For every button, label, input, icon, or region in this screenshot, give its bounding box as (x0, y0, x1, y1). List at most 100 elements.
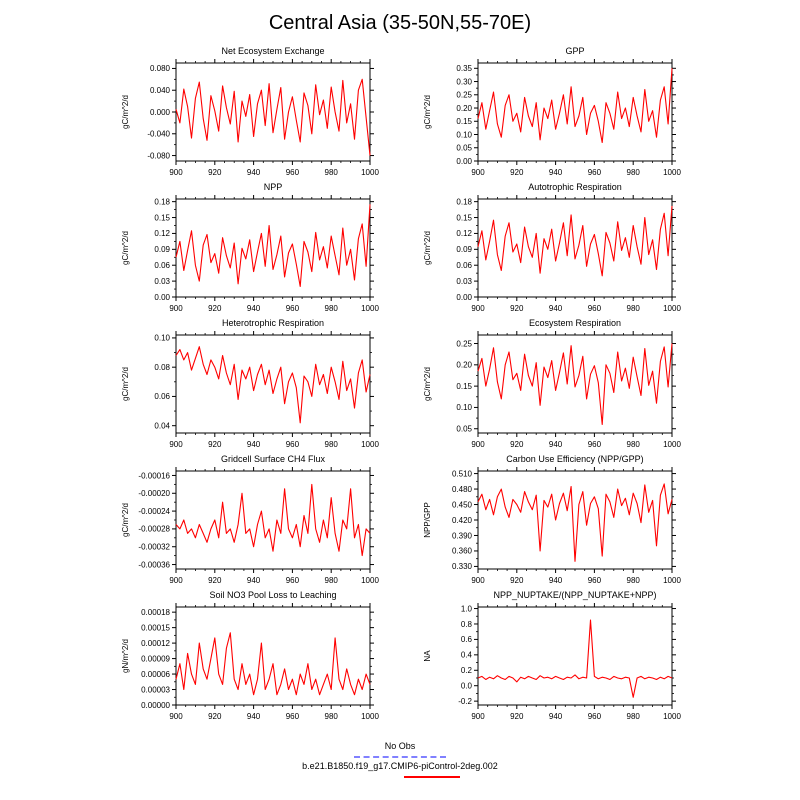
svg-text:0.18: 0.18 (456, 197, 472, 206)
line-chart-canvas: 0.00 0.03 0.06 0.09 0.12 0.15 0.18 900 920 940 960… (423, 195, 681, 313)
svg-text:0.12: 0.12 (456, 229, 472, 238)
svg-text:gC/m^2/d: gC/m^2/d (423, 95, 432, 129)
svg-text:0.00000: 0.00000 (141, 701, 170, 710)
svg-text:900: 900 (471, 440, 485, 449)
legend-line-case-name (404, 776, 460, 778)
subplot-title: Autotrophic Respiration (528, 182, 622, 192)
svg-text:0.08: 0.08 (154, 363, 170, 372)
svg-text:940: 940 (247, 304, 261, 313)
svg-text:gC/m^2/d: gC/m^2/d (423, 367, 432, 401)
svg-text:940: 940 (549, 440, 563, 449)
svg-text:0.10: 0.10 (154, 334, 170, 343)
svg-text:0.09: 0.09 (456, 245, 472, 254)
svg-text:0.15: 0.15 (456, 382, 472, 391)
svg-text:1000: 1000 (361, 440, 379, 449)
subplot-ch4-flux: Gridcell Surface CH4 Flux -0.00036 -0.000… (118, 453, 380, 589)
svg-text:1000: 1000 (663, 168, 681, 177)
svg-text:980: 980 (325, 576, 339, 585)
svg-text:0.00003: 0.00003 (141, 685, 170, 694)
svg-text:960: 960 (588, 168, 602, 177)
svg-text:gC/m^2/d: gC/m^2/d (121, 231, 130, 265)
svg-text:0.10: 0.10 (456, 130, 472, 139)
svg-text:960: 960 (588, 304, 602, 313)
svg-text:0.420: 0.420 (452, 516, 473, 525)
svg-text:980: 980 (325, 168, 339, 177)
svg-text:0.05: 0.05 (456, 144, 472, 153)
line-chart-canvas: 0.00 0.03 0.06 0.09 0.12 0.15 0.18 900 920 940 960… (121, 195, 379, 313)
svg-text:gC/m^2/d: gC/m^2/d (423, 231, 432, 265)
subplot-title: Ecosystem Respiration (528, 318, 622, 328)
svg-text:920: 920 (510, 168, 524, 177)
svg-text:0.4: 0.4 (461, 651, 473, 660)
svg-text:980: 980 (325, 304, 339, 313)
svg-text:-0.2: -0.2 (458, 697, 472, 706)
charts-grid: Net Ecosystem Exchange -0.080 -0.040 0.000… (0, 45, 800, 725)
subplot-no3-leaching: Soil NO3 Pool Loss to Leaching 0.00000 0.… (118, 589, 380, 725)
line-chart-canvas: 0.00000 0.00003 0.00006 0.00009 0.00012 0.000… (121, 603, 379, 721)
subplot-carbon-use-efficiency: Carbon Use Efficiency (NPP/GPP) 0.330 0.3… (420, 453, 682, 589)
legend-line-no-obs (354, 756, 446, 758)
svg-text:0.00: 0.00 (456, 157, 472, 166)
svg-text:960: 960 (588, 576, 602, 585)
svg-text:0.04: 0.04 (154, 421, 170, 430)
svg-text:0.15: 0.15 (154, 213, 170, 222)
svg-text:900: 900 (169, 440, 183, 449)
svg-text:1000: 1000 (361, 168, 379, 177)
svg-text:900: 900 (169, 712, 183, 721)
svg-text:980: 980 (627, 440, 641, 449)
svg-text:0.480: 0.480 (452, 485, 473, 494)
subplot-nuptake-fraction: NPP_NUPTAKE/(NPP_NUPTAKE+NPP) -0.2 0.0 0.2… (420, 589, 682, 725)
svg-text:960: 960 (286, 168, 300, 177)
svg-text:0.25: 0.25 (456, 91, 472, 100)
svg-text:940: 940 (549, 576, 563, 585)
svg-text:-0.00016: -0.00016 (138, 471, 170, 480)
svg-text:NA: NA (423, 650, 432, 662)
svg-text:0.20: 0.20 (456, 361, 472, 370)
svg-text:0.35: 0.35 (456, 64, 472, 73)
svg-text:900: 900 (471, 304, 485, 313)
svg-text:1000: 1000 (663, 712, 681, 721)
svg-text:980: 980 (325, 440, 339, 449)
svg-text:0.510: 0.510 (452, 469, 473, 478)
svg-text:-0.080: -0.080 (147, 151, 170, 160)
svg-text:960: 960 (286, 712, 300, 721)
svg-text:1000: 1000 (663, 304, 681, 313)
svg-text:900: 900 (471, 576, 485, 585)
svg-text:0.12: 0.12 (154, 229, 170, 238)
svg-text:960: 960 (286, 440, 300, 449)
svg-text:gC/m^2/d: gC/m^2/d (121, 503, 130, 537)
svg-text:0.05: 0.05 (456, 425, 472, 434)
svg-text:0.00: 0.00 (456, 293, 472, 302)
subplot-title: Net Ecosystem Exchange (221, 46, 325, 56)
subplot-ecosystem-respiration: Ecosystem Respiration 0.05 0.10 0.15 0.20 0.… (420, 317, 682, 453)
line-chart-canvas: -0.080 -0.040 0.000 0.040 0.080 900 920 940 960 9… (121, 59, 379, 177)
line-chart-canvas: 0.330 0.360 0.390 0.420 0.450 0.480 0.510 900 92… (423, 467, 681, 585)
svg-text:920: 920 (208, 576, 222, 585)
svg-text:0.03: 0.03 (456, 277, 472, 286)
svg-text:0.30: 0.30 (456, 77, 472, 86)
svg-text:940: 940 (549, 712, 563, 721)
svg-text:0.040: 0.040 (150, 86, 171, 95)
legend: No Obs b.e21.B1850.f19_g17.CMIP6-piContr… (0, 741, 800, 778)
svg-text:920: 920 (208, 304, 222, 313)
svg-text:0.06: 0.06 (154, 392, 170, 401)
svg-text:0.080: 0.080 (150, 64, 171, 73)
svg-text:960: 960 (286, 304, 300, 313)
svg-text:-0.00028: -0.00028 (138, 525, 170, 534)
svg-text:0.20: 0.20 (456, 104, 472, 113)
svg-text:920: 920 (510, 440, 524, 449)
svg-text:920: 920 (208, 440, 222, 449)
subplot-title: Soil NO3 Pool Loss to Leaching (209, 590, 337, 600)
svg-text:920: 920 (208, 712, 222, 721)
svg-text:0.00015: 0.00015 (141, 623, 170, 632)
svg-text:-0.00032: -0.00032 (138, 543, 170, 552)
svg-text:1000: 1000 (361, 304, 379, 313)
svg-text:0.390: 0.390 (452, 531, 473, 540)
svg-text:920: 920 (510, 304, 524, 313)
svg-text:0.6: 0.6 (461, 635, 473, 644)
svg-text:940: 940 (247, 712, 261, 721)
svg-text:920: 920 (510, 576, 524, 585)
line-chart-canvas: -0.2 0.0 0.2 0.4 0.6 0.8 1.0 900 920 940 960 980 100… (423, 603, 681, 721)
svg-text:900: 900 (169, 576, 183, 585)
svg-text:980: 980 (627, 168, 641, 177)
